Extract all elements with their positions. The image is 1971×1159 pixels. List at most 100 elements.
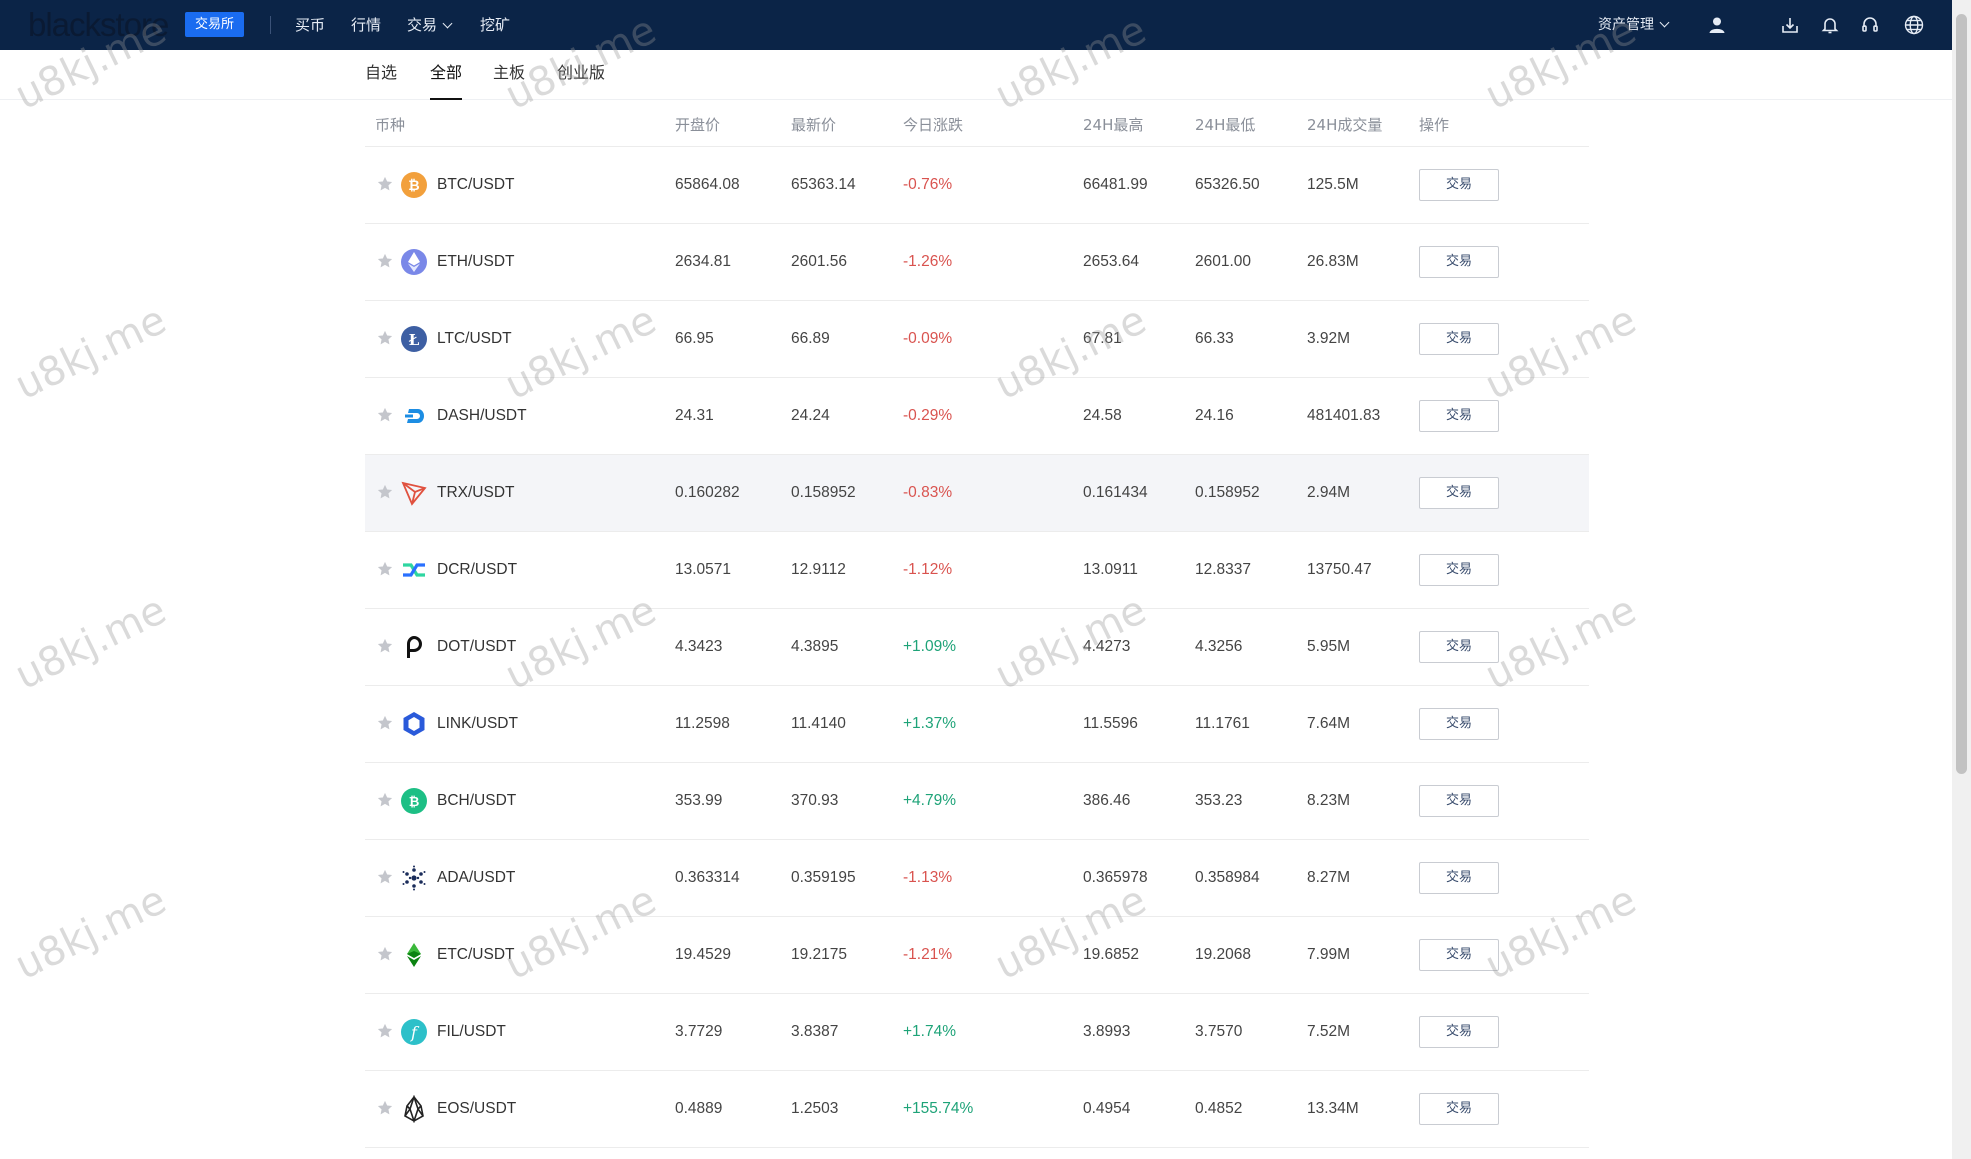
pair-name[interactable]: DOT/USDT — [437, 638, 517, 655]
trade-button[interactable]: 交易 — [1419, 1093, 1499, 1125]
pair-name[interactable]: BCH/USDT — [437, 792, 517, 809]
pair-name[interactable]: LTC/USDT — [437, 330, 512, 347]
header-last[interactable]: 最新价 — [791, 116, 837, 134]
nav-asset-management[interactable]: 资产管理 — [1598, 0, 1670, 50]
trade-button[interactable]: 交易 — [1419, 246, 1499, 278]
user-icon[interactable] — [1705, 13, 1729, 37]
cell-low: 11.1761 — [1195, 715, 1250, 732]
exchange-badge[interactable]: 交易所 — [185, 12, 245, 37]
pair-name[interactable]: FIL/USDT — [437, 1023, 506, 1040]
favorite-star-icon[interactable] — [376, 868, 394, 886]
nav-divider — [270, 16, 271, 34]
favorite-star-icon[interactable] — [376, 791, 394, 809]
favorite-star-icon[interactable] — [376, 1022, 394, 1040]
favorite-star-icon[interactable] — [376, 637, 394, 655]
trade-button[interactable]: 交易 — [1419, 169, 1499, 201]
table-row[interactable]: LINK/USDT 11.2598 11.4140 +1.37% 11.5596 11.1… — [365, 686, 1589, 763]
favorite-star-icon[interactable] — [376, 483, 394, 501]
favorite-star-icon[interactable] — [376, 714, 394, 732]
favorite-star-icon[interactable] — [376, 1099, 394, 1117]
pair-name[interactable]: ADA/USDT — [437, 869, 516, 886]
cell-volume: 7.99M — [1307, 946, 1351, 963]
pair-name[interactable]: TRX/USDT — [437, 484, 515, 501]
header-volume[interactable]: 24H成交量 — [1307, 116, 1383, 134]
trade-button[interactable]: 交易 — [1419, 554, 1499, 586]
nav-trade[interactable]: 交易 — [407, 0, 453, 50]
globe-icon[interactable] — [1902, 13, 1926, 37]
cell-high: 19.6852 — [1083, 946, 1140, 963]
cell-volume: 26.83M — [1307, 253, 1359, 270]
header-open[interactable]: 开盘价 — [675, 116, 721, 134]
cell-change: +1.37% — [903, 715, 957, 732]
scrollbar-thumb[interactable] — [1956, 14, 1967, 774]
table-row[interactable]: ETH/USDT 2634.81 2601.56 -1.26% 2653.64 2601.… — [365, 224, 1589, 301]
tab-growth-board[interactable]: 创业版 — [557, 63, 606, 82]
cell-last: 19.2175 — [791, 946, 848, 963]
cell-change: -0.09% — [903, 330, 953, 347]
trade-button[interactable]: 交易 — [1419, 708, 1499, 740]
header-high[interactable]: 24H最高 — [1083, 116, 1144, 134]
table-row[interactable]: ADA/USDT 0.363314 0.359195 -1.13% 0.365978 0.… — [365, 840, 1589, 917]
cell-volume: 13.34M — [1307, 1100, 1359, 1117]
table-row[interactable]: ₿ BTC/USDT 65864.08 65363.14 -0.76% 66481.99 6… — [365, 147, 1589, 224]
headset-icon[interactable] — [1858, 13, 1882, 37]
brand-logo[interactable]: blackstore — [28, 6, 169, 43]
trade-button[interactable]: 交易 — [1419, 631, 1499, 663]
table-row[interactable]: DOT/USDT 4.3423 4.3895 +1.09% 4.4273 4.3256 5.… — [365, 609, 1589, 686]
favorite-star-icon[interactable] — [376, 945, 394, 963]
nav-mining[interactable]: 挖矿 — [480, 16, 511, 34]
trade-button[interactable]: 交易 — [1419, 477, 1499, 509]
table-row[interactable]: ETC/USDT 19.4529 19.2175 -1.21% 19.6852 19.20… — [365, 917, 1589, 994]
trade-button[interactable]: 交易 — [1419, 785, 1499, 817]
cell-open: 0.4889 — [675, 1100, 723, 1117]
header-low[interactable]: 24H最低 — [1195, 116, 1256, 134]
watermark: u8kj.me — [8, 586, 174, 700]
tab-all[interactable]: 全部 — [430, 50, 463, 100]
svg-text:f: f — [410, 1023, 420, 1042]
pair-name[interactable]: DCR/USDT — [437, 561, 518, 578]
cell-last: 24.24 — [791, 407, 830, 424]
pair-name[interactable]: ETH/USDT — [437, 253, 515, 270]
trade-button[interactable]: 交易 — [1419, 939, 1499, 971]
trade-button[interactable]: 交易 — [1419, 1016, 1499, 1048]
nav-buy-coin[interactable]: 买币 — [295, 16, 326, 34]
favorite-star-icon[interactable] — [376, 252, 394, 270]
cell-volume: 2.94M — [1307, 484, 1351, 501]
pair-name[interactable]: BTC/USDT — [437, 176, 515, 193]
pair-name[interactable]: LINK/USDT — [437, 715, 518, 732]
pair-name[interactable]: EOS/USDT — [437, 1100, 517, 1117]
table-row[interactable]: EOS/USDT 0.4889 1.2503 +155.74% 0.4954 0.4852… — [365, 1071, 1589, 1148]
table-row[interactable]: ₿ BCH/USDT 353.99 370.93 +4.79% 386.46 353.23 8… — [365, 763, 1589, 840]
pair-name[interactable]: DASH/USDT — [437, 407, 527, 424]
tab-main-board[interactable]: 主板 — [493, 63, 526, 82]
svg-text:₿: ₿ — [409, 795, 420, 810]
table-body: ₿ BTC/USDT 65864.08 65363.14 -0.76% 66481.99 6… — [365, 147, 1589, 1148]
cell-last: 3.8387 — [791, 1023, 839, 1040]
download-icon[interactable] — [1778, 13, 1802, 37]
bell-icon[interactable] — [1818, 13, 1842, 37]
page-scrollbar[interactable] — [1952, 0, 1971, 1159]
favorite-star-icon[interactable] — [376, 175, 394, 193]
table-row[interactable]: DCR/USDT 13.0571 12.9112 -1.12% 13.0911 12.83… — [365, 532, 1589, 609]
cell-high: 0.365978 — [1083, 869, 1148, 886]
pair-name[interactable]: ETC/USDT — [437, 946, 515, 963]
header-coin[interactable]: 币种 — [375, 116, 406, 134]
trx-icon — [400, 479, 428, 507]
favorite-star-icon[interactable] — [376, 560, 394, 578]
header-action: 操作 — [1419, 116, 1450, 134]
bch-icon: ₿ — [400, 787, 428, 815]
favorite-star-icon[interactable] — [376, 329, 394, 347]
trade-button[interactable]: 交易 — [1419, 400, 1499, 432]
tab-favorites[interactable]: 自选 — [365, 63, 398, 82]
header-change[interactable]: 今日涨跌 — [903, 116, 964, 134]
trade-button[interactable]: 交易 — [1419, 323, 1499, 355]
cell-change: +1.74% — [903, 1023, 957, 1040]
trade-button[interactable]: 交易 — [1419, 862, 1499, 894]
nav-market[interactable]: 行情 — [351, 16, 382, 34]
table-row[interactable]: DASH/USDT 24.31 24.24 -0.29% 24.58 24.16 48140… — [365, 378, 1589, 455]
favorite-star-icon[interactable] — [376, 406, 394, 424]
table-row[interactable]: Ł LTC/USDT 66.95 66.89 -0.09% 67.81 66.33 3.92M… — [365, 301, 1589, 378]
table-row[interactable]: TRX/USDT 0.160282 0.158952 -0.83% 0.161434 0.… — [365, 455, 1589, 532]
top-navbar: blackstore 交易所 买币 行情 交易 挖矿 资产管理 — [0, 0, 1952, 50]
table-row[interactable]: f FIL/USDT 3.7729 3.8387 +1.74% 3.8993 3.7570 7… — [365, 994, 1589, 1071]
